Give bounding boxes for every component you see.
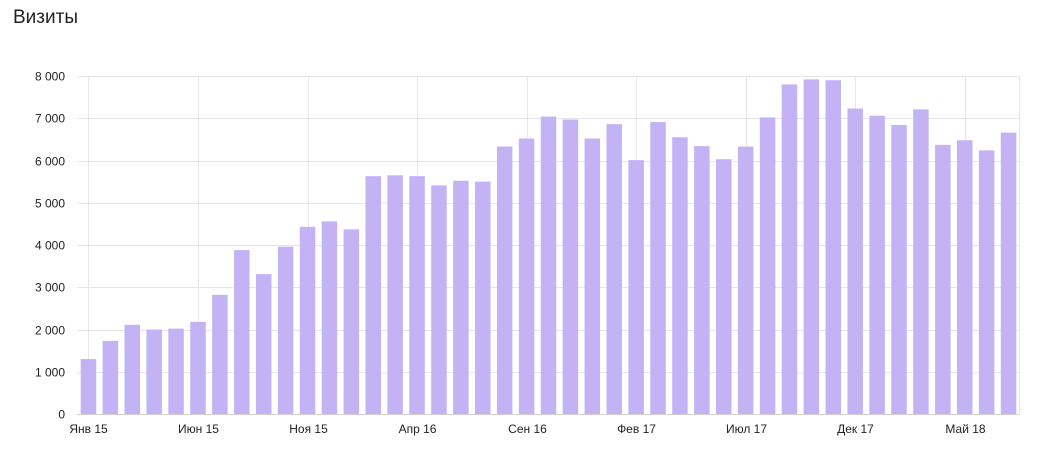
y-tick-label: 4 000 bbox=[35, 239, 65, 253]
bar[interactable] bbox=[496, 146, 513, 414]
y-tick-label: 2 000 bbox=[35, 324, 65, 338]
x-tick-label: Фев 17 bbox=[617, 422, 656, 436]
bar[interactable] bbox=[453, 180, 469, 414]
bar[interactable] bbox=[321, 221, 338, 414]
bar[interactable] bbox=[255, 274, 272, 414]
x-tick-label: Апр 16 bbox=[399, 422, 437, 436]
bar[interactable] bbox=[956, 140, 973, 414]
bar[interactable] bbox=[935, 144, 951, 414]
bar[interactable] bbox=[606, 124, 622, 414]
bar[interactable] bbox=[299, 226, 316, 414]
bar[interactable] bbox=[124, 324, 141, 414]
bar[interactable] bbox=[562, 119, 579, 415]
bar[interactable] bbox=[737, 146, 754, 414]
bar[interactable] bbox=[891, 125, 907, 414]
bar[interactable] bbox=[716, 159, 732, 414]
bar[interactable] bbox=[168, 328, 184, 414]
bar[interactable] bbox=[869, 115, 885, 414]
bar[interactable] bbox=[694, 146, 710, 414]
x-tick-label: Июл 17 bbox=[726, 422, 767, 436]
bar[interactable] bbox=[431, 185, 447, 414]
bar[interactable] bbox=[475, 181, 491, 415]
y-tick-label: 3 000 bbox=[35, 281, 65, 295]
y-tick-label: 8 000 bbox=[35, 70, 65, 84]
bar[interactable] bbox=[387, 175, 403, 414]
x-tick-label: Янв 15 bbox=[69, 422, 108, 436]
bar[interactable] bbox=[80, 359, 97, 414]
x-tick-label: Дек 17 bbox=[837, 422, 874, 436]
bar[interactable] bbox=[365, 176, 381, 414]
bar[interactable] bbox=[540, 116, 557, 414]
bar[interactable] bbox=[102, 340, 119, 414]
bar[interactable] bbox=[650, 122, 666, 415]
bar[interactable] bbox=[847, 108, 863, 414]
bar[interactable] bbox=[277, 246, 294, 414]
bar[interactable] bbox=[781, 84, 798, 414]
bars-layer bbox=[80, 79, 1017, 415]
chart-title: Визиты bbox=[13, 7, 78, 28]
bar[interactable] bbox=[409, 176, 425, 414]
axis-layer: 0 1 000 2 000 3 000 4 000 5 000 6 000 7 000 8 00… bbox=[35, 70, 1019, 436]
bar[interactable] bbox=[978, 150, 995, 415]
bar[interactable] bbox=[234, 250, 250, 414]
y-tick-label: 7 000 bbox=[35, 112, 65, 126]
x-tick-label: Ноя 15 bbox=[289, 422, 328, 436]
bar[interactable] bbox=[628, 160, 644, 414]
bar[interactable] bbox=[1000, 132, 1017, 414]
bar[interactable] bbox=[803, 79, 820, 414]
bar[interactable] bbox=[672, 137, 688, 414]
y-tick-label: 1 000 bbox=[35, 366, 65, 380]
bar[interactable] bbox=[913, 109, 929, 414]
x-tick-label: Июн 15 bbox=[178, 422, 219, 436]
bar[interactable] bbox=[825, 80, 842, 414]
x-tick-label: Сен 16 bbox=[508, 422, 547, 436]
y-tick-label: 0 bbox=[58, 408, 65, 422]
bar[interactable] bbox=[212, 294, 228, 414]
y-tick-label: 5 000 bbox=[35, 197, 65, 211]
bar[interactable] bbox=[518, 138, 535, 414]
x-tick-label: Май 18 bbox=[945, 422, 986, 436]
bar[interactable] bbox=[759, 117, 776, 414]
bar[interactable] bbox=[584, 138, 601, 414]
bar[interactable] bbox=[343, 229, 360, 414]
bar[interactable] bbox=[190, 321, 206, 414]
y-tick-label: 6 000 bbox=[35, 155, 65, 169]
bar[interactable] bbox=[146, 329, 162, 415]
